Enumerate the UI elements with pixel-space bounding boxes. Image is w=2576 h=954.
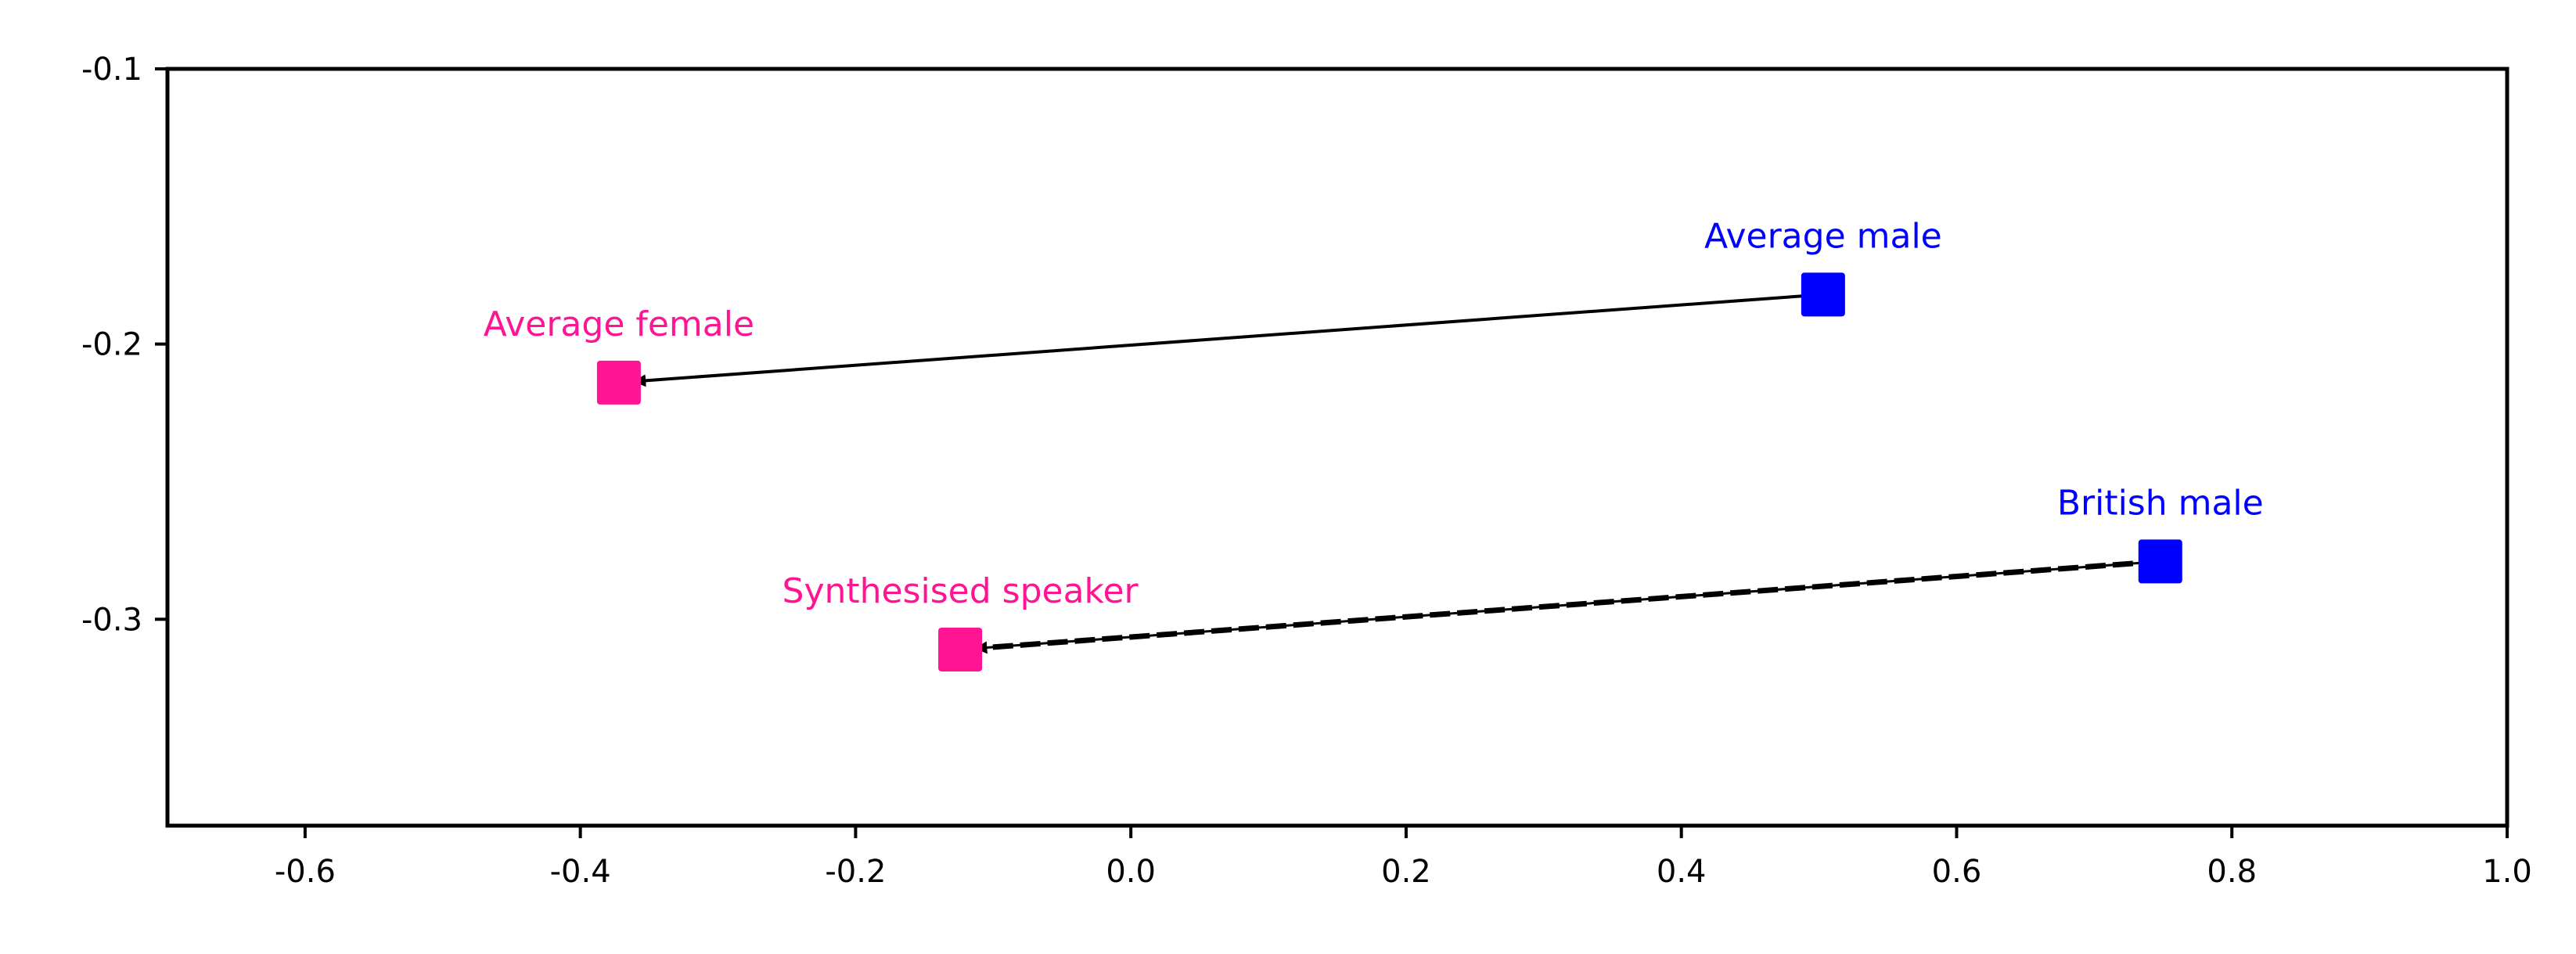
y-tick-label: -0.3 — [81, 602, 142, 638]
x-tick-label: 1.0 — [2482, 854, 2532, 890]
y-tick-label: -0.1 — [81, 52, 142, 88]
x-tick-label: -0.2 — [825, 854, 886, 890]
x-tick-label: -0.4 — [550, 854, 611, 890]
x-tick-label: 0.8 — [2207, 854, 2257, 890]
points-layer — [596, 272, 2182, 671]
axes-layer: -0.6 -0.4 -0.2 0.0 0.2 0.4 0.6 0.8 1.0 -0.1 -0.2 -0… — [81, 52, 2532, 890]
point-label-average-male: Average male — [1704, 216, 1942, 256]
point-average-male — [1801, 272, 1845, 317]
arrows-layer — [633, 293, 2161, 654]
arrow-british-male-to-synthesised-speaker — [974, 558, 2161, 654]
point-label-average-female: Average female — [484, 304, 754, 344]
x-tick-label: 0.0 — [1106, 854, 1156, 890]
labels-layer: Average male Average female British male Sy… — [484, 216, 2264, 611]
plot-frame — [165, 67, 2509, 828]
point-label-british-male: British male — [2057, 483, 2264, 523]
y-tick-label: -0.2 — [81, 327, 142, 363]
point-synthesised-speaker — [938, 627, 983, 671]
arrow-average-male-to-average-female — [633, 293, 1824, 387]
point-label-synthesised-speaker: Synthesised speaker — [783, 571, 1139, 611]
point-british-male — [2138, 539, 2182, 584]
x-tick-label: 0.2 — [1381, 854, 1431, 890]
point-average-female — [596, 360, 641, 405]
x-tick-label: 0.6 — [1932, 854, 1982, 890]
x-tick-label: -0.6 — [275, 854, 336, 890]
x-tick-label: 0.4 — [1657, 854, 1707, 890]
